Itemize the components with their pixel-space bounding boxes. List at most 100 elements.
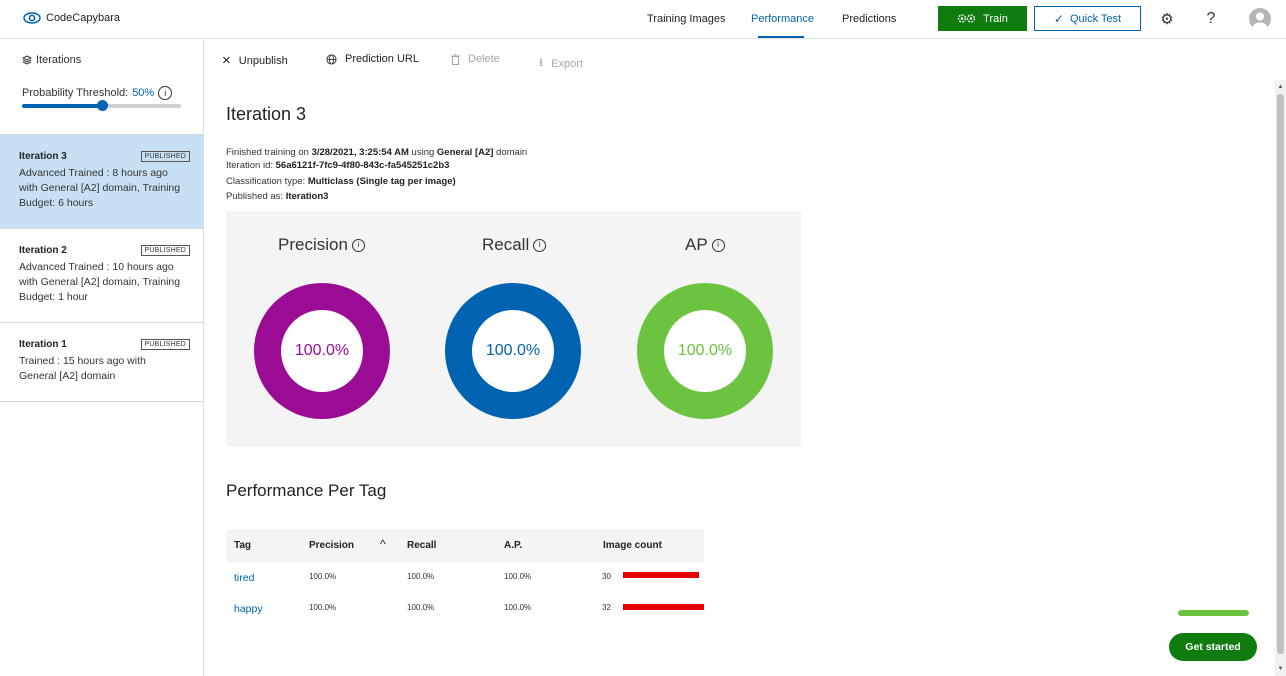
threshold-slider[interactable]	[22, 100, 181, 111]
iteration-title: Iteration 1	[19, 339, 67, 350]
precision-value: 100.0%	[281, 310, 363, 392]
meta-text: Iteration id:	[226, 160, 276, 171]
iteration-item-2[interactable]: Iteration 2 PUBLISHED Advanced Trained :…	[0, 228, 204, 322]
delete-button[interactable]: Delete	[451, 53, 500, 65]
tab-training-images[interactable]: Training Images	[647, 13, 726, 25]
onboarding-progress	[1178, 610, 1249, 616]
recall-title: Recall i	[482, 235, 547, 255]
gear-icon[interactable]: ⚙	[1160, 11, 1174, 28]
per-tag-title: Performance Per Tag	[226, 481, 387, 500]
eye-logo-icon[interactable]	[22, 8, 42, 28]
iterations-sidebar: Iterations Probability Threshold: 50% i …	[0, 40, 204, 676]
top-header: CodeCapybara Training Images Performance…	[0, 0, 1286, 39]
meta-text: domain	[493, 147, 528, 158]
unpublish-button[interactable]: × Unpublish	[222, 53, 288, 68]
cell-count: 32	[602, 603, 611, 612]
tab-performance[interactable]: Performance	[751, 13, 814, 25]
precision-label: Precision	[278, 235, 348, 254]
col-precision[interactable]: Precision	[309, 540, 355, 551]
cell-recall: 100.0%	[407, 603, 435, 612]
trash-icon	[451, 53, 460, 65]
meta-text: Classification type:	[226, 176, 308, 187]
export-label: Export	[551, 57, 583, 70]
cell-count: 30	[602, 572, 611, 581]
scroll-down-icon[interactable]: ▼	[1277, 666, 1284, 672]
classification-line: Classification type: Multiclass (Single …	[226, 176, 456, 187]
col-ap[interactable]: A.P.	[504, 540, 523, 551]
threshold-value: 50%	[132, 87, 155, 99]
tab-predictions[interactable]: Predictions	[842, 13, 897, 25]
get-started-button[interactable]: Get started	[1169, 633, 1257, 661]
image-count-bar	[623, 572, 699, 578]
recall-label: Recall	[482, 235, 530, 254]
ap-donut: 100.0%	[637, 283, 773, 419]
info-icon[interactable]: i	[711, 238, 725, 252]
layers-icon	[22, 55, 32, 65]
threshold-text: Probability Threshold:	[22, 87, 129, 99]
cell-ap: 100.0%	[504, 603, 532, 612]
tag-link-happy[interactable]: happy	[234, 603, 263, 615]
info-icon[interactable]: i	[351, 238, 365, 252]
sort-ascending-icon[interactable]: ^	[380, 537, 386, 551]
training-finished-line: Finished training on 3/28/2021, 3:25:54 …	[226, 147, 527, 158]
quick-test-button[interactable]: ✓ Quick Test	[1034, 6, 1141, 31]
recall-donut: 100.0%	[445, 283, 581, 419]
iteration-id: 56a6121f-7fc9-4f80-843c-fa545251c2b3	[275, 160, 450, 171]
slider-fill	[22, 104, 102, 108]
image-count-bar	[623, 604, 704, 610]
globe-icon	[326, 53, 337, 65]
active-tab-indicator	[758, 36, 804, 38]
cell-ap: 100.0%	[504, 572, 532, 581]
iteration-item-3[interactable]: Iteration 3 PUBLISHED Advanced Trained :…	[0, 134, 204, 228]
tag-link-tired[interactable]: tired	[234, 572, 255, 584]
iterations-heading: Iterations	[22, 54, 81, 66]
scroll-up-icon[interactable]: ▲	[1277, 84, 1284, 90]
info-icon[interactable]: i	[158, 86, 173, 100]
app-name[interactable]: CodeCapybara	[46, 12, 120, 24]
user-icon	[1252, 12, 1268, 30]
threshold-label: Probability Threshold: 50% i	[22, 86, 173, 100]
train-button[interactable]: Train	[938, 6, 1027, 31]
published-name: Iteration3	[285, 191, 329, 202]
meta-text: using	[408, 147, 437, 158]
finished-date: 3/28/2021, 3:25:54 AM	[311, 147, 409, 158]
cell-precision: 100.0%	[309, 572, 337, 581]
iteration-item-1[interactable]: Iteration 1 PUBLISHED Trained : 15 hours…	[0, 322, 204, 402]
scroll-thumb[interactable]	[1277, 94, 1284, 654]
precision-title: Precision i	[278, 235, 365, 255]
cell-precision: 100.0%	[309, 603, 337, 612]
classification-type: Multiclass (Single tag per image)	[307, 176, 456, 187]
meta-text: Finished training on	[226, 147, 312, 158]
table-header: Tag Precision ^ Recall A.P. Image count	[226, 529, 704, 562]
prediction-url-button[interactable]: Prediction URL	[326, 53, 419, 65]
avatar[interactable]	[1249, 8, 1271, 30]
prediction-url-label: Prediction URL	[345, 53, 419, 65]
recall-value: 100.0%	[472, 310, 554, 392]
cell-recall: 100.0%	[407, 572, 435, 581]
quick-test-label: Quick Test	[1069, 12, 1122, 25]
iteration-desc: Advanced Trained : 8 hours ago with Gene…	[19, 167, 181, 209]
page-title: Iteration 3	[226, 104, 307, 124]
close-icon: ×	[222, 52, 231, 69]
iteration-desc: Trained : 15 hours ago with General [A2]…	[19, 355, 146, 382]
iteration-id-line: Iteration id: 56a6121f-7fc9-4f80-843c-fa…	[226, 160, 449, 171]
col-image-count[interactable]: Image count	[603, 540, 662, 551]
meta-text: Published as:	[226, 191, 286, 202]
iteration-title: Iteration 2	[19, 245, 67, 256]
col-recall[interactable]: Recall	[407, 540, 437, 551]
domain-name: General [A2]	[436, 147, 494, 158]
gears-icon	[958, 14, 976, 23]
info-icon[interactable]: i	[533, 238, 547, 252]
help-icon[interactable]: ?	[1206, 10, 1216, 27]
metrics-panel: Precision i Recall i AP i 100.0% 100.0% …	[226, 211, 801, 447]
checkmark-icon: ✓	[1053, 11, 1064, 26]
vertical-scrollbar[interactable]: ▲ ▼	[1275, 80, 1286, 676]
iterations-label: Iterations	[36, 54, 82, 66]
export-button[interactable]: ⭳ Export	[539, 53, 583, 74]
delete-label: Delete	[468, 53, 500, 65]
slider-thumb[interactable]	[96, 100, 108, 111]
ap-value: 100.0%	[664, 310, 746, 392]
published-badge: PUBLISHED	[140, 151, 190, 162]
col-tag[interactable]: Tag	[234, 540, 252, 551]
download-icon: ⭳	[539, 55, 544, 69]
